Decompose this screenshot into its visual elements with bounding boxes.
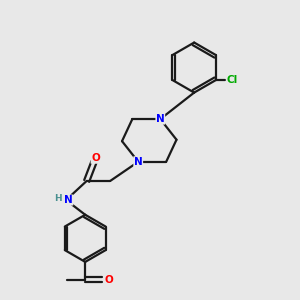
Text: O: O [104, 274, 113, 285]
Text: N: N [64, 195, 73, 205]
Text: N: N [156, 114, 165, 124]
Text: H: H [54, 194, 62, 203]
Text: Cl: Cl [226, 75, 238, 85]
Text: O: O [91, 153, 100, 163]
Text: N: N [134, 157, 142, 167]
